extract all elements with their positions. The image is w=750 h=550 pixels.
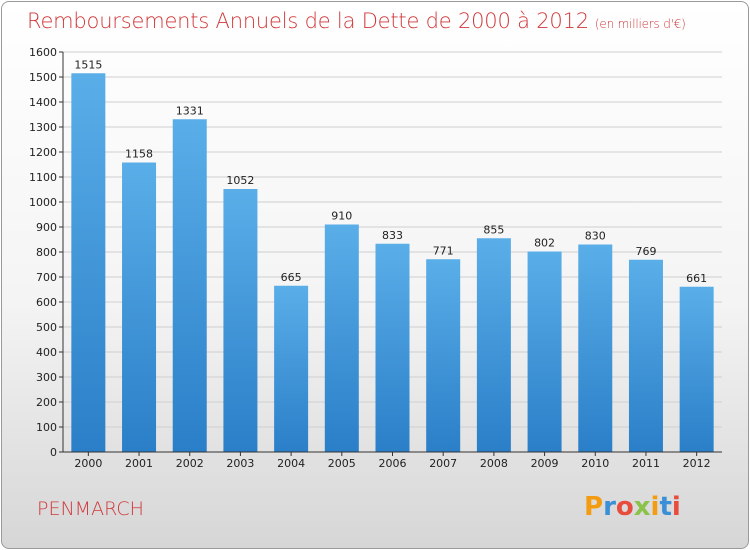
- logo-letter: x: [633, 492, 651, 522]
- x-tick-label: 2010: [581, 457, 609, 470]
- bar-value-label: 1052: [226, 174, 254, 187]
- y-tick-label: 700: [36, 271, 57, 284]
- x-tick-label: 2008: [480, 457, 508, 470]
- y-tick-label: 1200: [29, 146, 57, 159]
- x-tick-label: 2001: [125, 457, 153, 470]
- x-tick-label: 2011: [632, 457, 660, 470]
- logo-letter: r: [603, 492, 616, 522]
- commune-name: PENMARCH: [37, 498, 144, 520]
- y-tick-label: 1100: [29, 171, 57, 184]
- bar-value-label: 661: [686, 272, 707, 285]
- proxiti-logo: Proxiti: [584, 492, 681, 522]
- x-tick-label: 2003: [226, 457, 254, 470]
- bar-value-label: 769: [635, 245, 656, 258]
- y-tick-label: 1600: [29, 46, 57, 59]
- title-text: Remboursements Annuels de la Dette de 20…: [27, 9, 589, 33]
- bar: [426, 259, 461, 452]
- bar: [223, 189, 258, 452]
- bar: [274, 285, 309, 452]
- labels: 0 100 200 300 400 500 600 700 800 900 1000 1100 1200…: [29, 46, 711, 470]
- bar: [527, 251, 562, 452]
- bar: [71, 73, 106, 452]
- y-tick-label: 1400: [29, 96, 57, 109]
- x-tick-label: 2012: [683, 457, 711, 470]
- bar-value-label: 910: [331, 210, 352, 223]
- bar-value-label: 833: [382, 229, 403, 242]
- y-tick-label: 100: [36, 421, 57, 434]
- bar-value-label: 665: [281, 271, 302, 284]
- bars: [71, 73, 714, 452]
- bar: [628, 259, 663, 452]
- bar-value-label: 771: [433, 244, 454, 257]
- bar: [476, 238, 511, 452]
- y-tick-label: 0: [50, 446, 57, 459]
- x-tick-label: 2005: [328, 457, 356, 470]
- bar: [324, 224, 359, 452]
- bar-value-label: 1331: [176, 104, 204, 117]
- x-tick-label: 2000: [74, 457, 102, 470]
- bar: [375, 243, 410, 452]
- y-tick-label: 400: [36, 346, 57, 359]
- bar: [578, 244, 613, 452]
- x-tick-label: 2004: [277, 457, 305, 470]
- y-tick-label: 1300: [29, 121, 57, 134]
- logo-letter: i: [650, 492, 660, 522]
- logo-letter: o: [615, 492, 634, 522]
- bar-value-label: 1158: [125, 148, 153, 161]
- x-tick-label: 2009: [531, 457, 559, 470]
- bar-value-label: 802: [534, 237, 555, 250]
- x-tick-label: 2007: [429, 457, 457, 470]
- bar: [122, 162, 157, 452]
- chart-title: Remboursements Annuels de la Dette de 20…: [27, 9, 686, 33]
- y-tick-label: 500: [36, 321, 57, 334]
- y-tick-label: 1500: [29, 71, 57, 84]
- logo-letter: P: [584, 492, 604, 522]
- x-tick-label: 2006: [379, 457, 407, 470]
- y-tick-label: 600: [36, 296, 57, 309]
- y-tick-label: 300: [36, 371, 57, 384]
- bar-value-label: 830: [585, 230, 606, 243]
- bar: [679, 286, 714, 452]
- axes: [59, 51, 722, 456]
- y-tick-label: 200: [36, 396, 57, 409]
- bar-value-label: 1515: [74, 58, 102, 71]
- y-tick-label: 1000: [29, 196, 57, 209]
- x-tick-label: 2002: [176, 457, 204, 470]
- bar-value-label: 855: [483, 223, 504, 236]
- logo-letter: t: [659, 492, 672, 522]
- y-tick-label: 800: [36, 246, 57, 259]
- unit-label: (en milliers d'€): [594, 17, 686, 31]
- logo-letter: i: [671, 492, 681, 522]
- y-tick-label: 900: [36, 221, 57, 234]
- bar: [172, 119, 207, 452]
